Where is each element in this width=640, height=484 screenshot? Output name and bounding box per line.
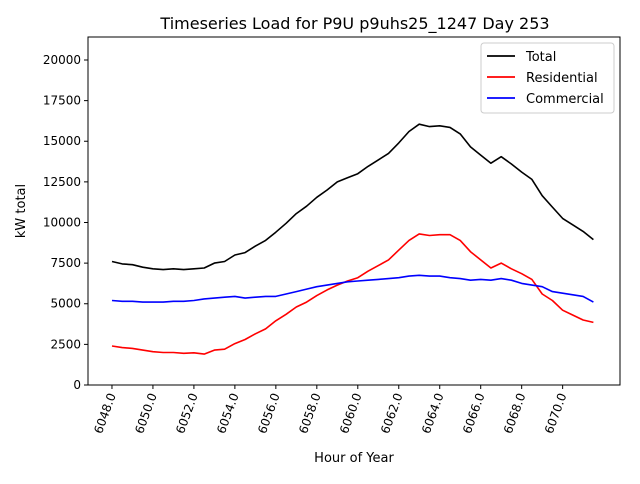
x-tick-label: 6050.0 [132,391,160,435]
x-tick-label: 6058.0 [296,391,324,435]
legend-label-residential: Residential [526,71,598,86]
x-axis-label: Hour of Year [314,451,394,466]
x-tick-label: 6056.0 [255,391,283,435]
legend: Total Residential Commercial [480,42,615,114]
x-tick-label: 6066.0 [460,391,488,435]
y-tick-label: 15000 [43,134,81,148]
x-tick-label: 6048.0 [91,391,119,435]
y-tick-label: 0 [73,378,81,392]
chart-title: Timeseries Load for P9U p9uhs25_1247 Day… [159,14,549,34]
x-tick-label: 6068.0 [501,391,529,435]
y-tick-label: 10000 [43,215,81,229]
x-axis: 6048.0 6050.0 6052.0 6054.0 6056.0 6058.0 6060… [91,385,569,435]
x-tick-label: 6060.0 [337,391,365,435]
y-tick-label: 20000 [43,53,81,67]
y-axis: 0 2500 5000 7500 10000 12500 15000 17500 20000 [43,53,88,392]
series-line-total [111,123,594,271]
series-layer [111,123,594,355]
series-line-commercial [111,274,594,303]
y-tick-label: 5000 [50,297,81,311]
y-tick-label: 7500 [50,256,81,270]
legend-frame [480,42,615,114]
x-tick-label: 6052.0 [173,391,201,435]
series-line-residential [111,233,594,355]
x-tick-label: 6054.0 [214,391,242,435]
y-tick-label: 2500 [50,337,81,351]
x-tick-label: 6064.0 [419,391,447,435]
plot-frame [87,36,621,386]
y-axis-label: kW total [14,184,29,238]
y-tick-label: 12500 [43,175,81,189]
x-tick-label: 6062.0 [378,391,406,435]
y-tick-label: 17500 [43,94,81,108]
legend-label-commercial: Commercial [526,92,604,107]
x-tick-label: 6070.0 [542,391,570,435]
legend-label-total: Total [525,50,556,65]
